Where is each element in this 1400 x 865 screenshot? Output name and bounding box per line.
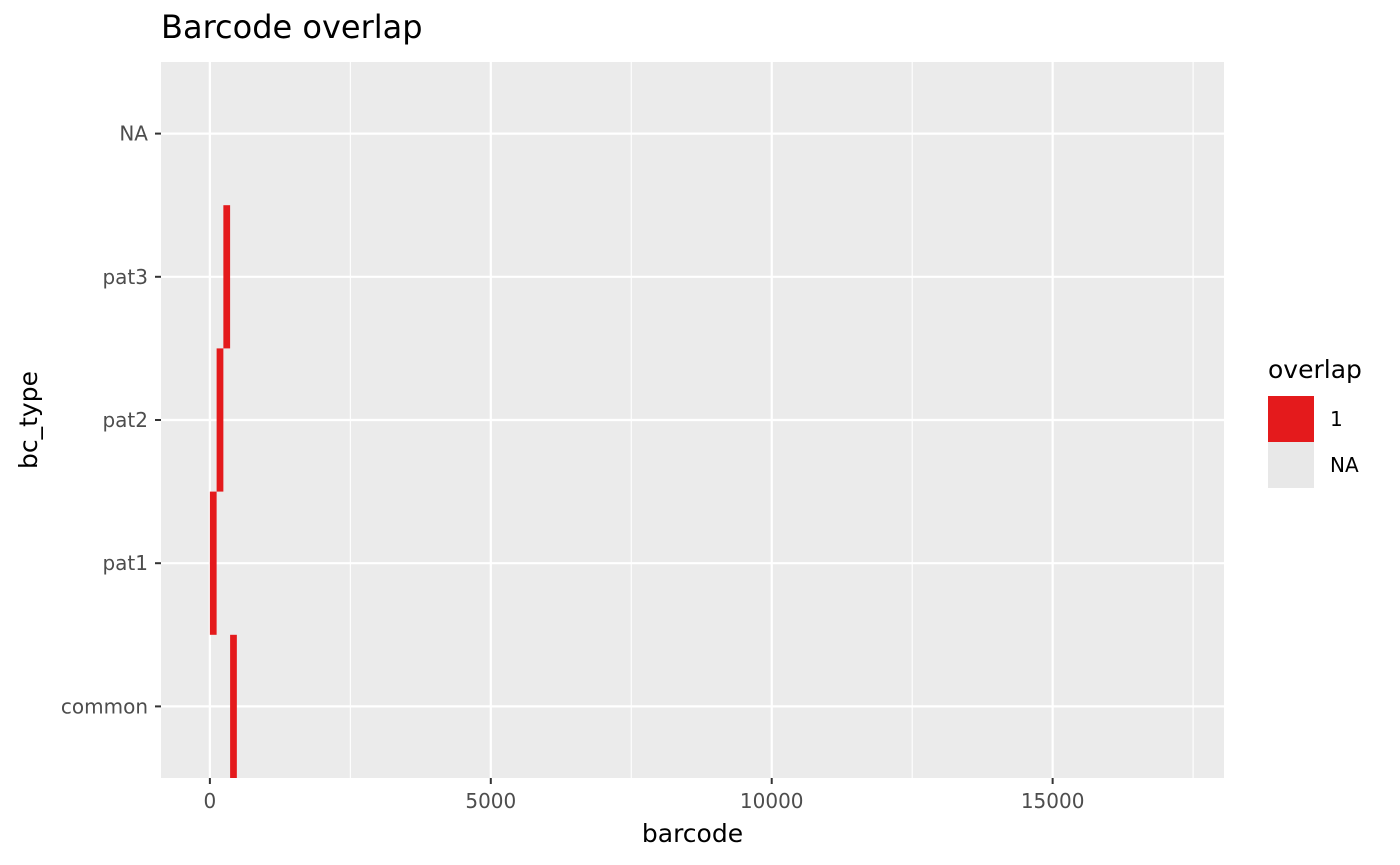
x-tick-label: 0	[204, 789, 217, 813]
legend-label: NA	[1330, 453, 1359, 477]
x-tick-label: 10000	[740, 789, 804, 813]
y-tick-label: pat3	[102, 265, 148, 289]
legend-label: 1	[1330, 407, 1343, 431]
y-tick-label: common	[61, 694, 148, 718]
bar-pat1	[209, 491, 217, 635]
bar-pat2	[216, 348, 224, 492]
legend-key-na	[1268, 442, 1314, 488]
y-axis-title: bc_type	[14, 371, 43, 469]
x-tick-label: 15000	[1021, 789, 1085, 813]
x-tick-label: 5000	[465, 789, 516, 813]
y-tick-label: pat1	[102, 551, 148, 575]
legend-title: overlap	[1268, 355, 1362, 384]
legend-key-1	[1268, 396, 1314, 442]
x-axis-title: barcode	[642, 819, 743, 848]
y-tick-label: pat2	[102, 408, 148, 432]
bar-pat3	[223, 205, 231, 349]
y-tick-label: NA	[119, 122, 148, 146]
bar-common	[230, 634, 237, 778]
chart-title: Barcode overlap	[161, 8, 423, 46]
